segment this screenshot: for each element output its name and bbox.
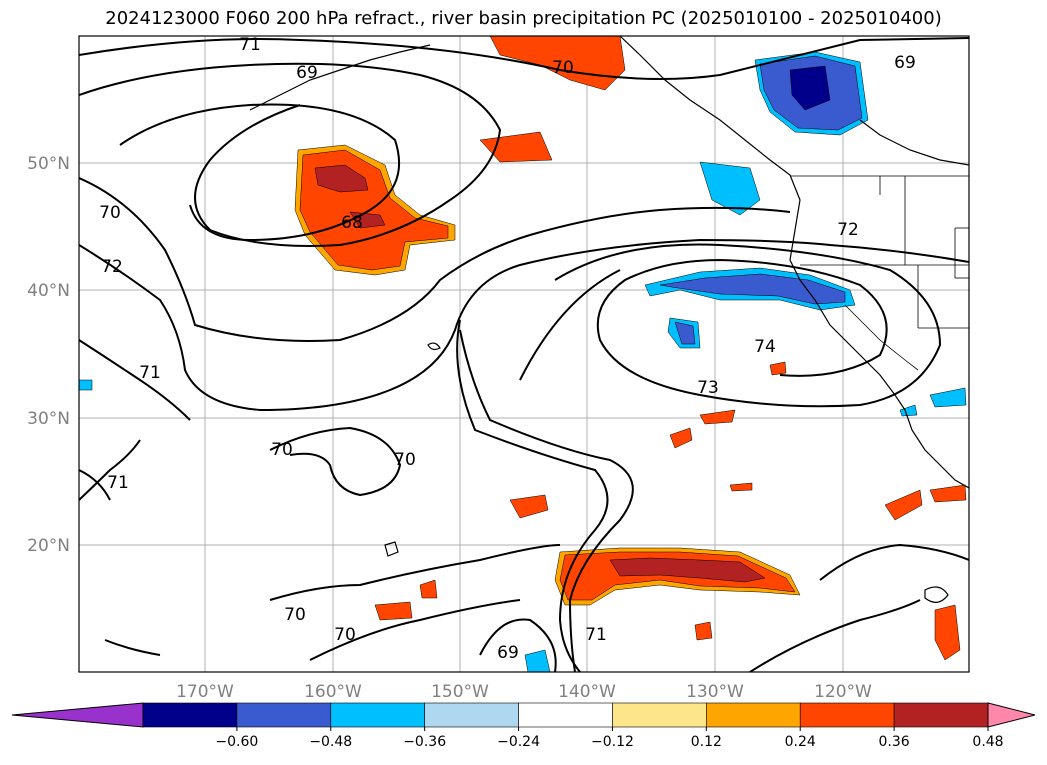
lon-label: 160°W <box>304 682 362 702</box>
colorbar-tick-label: −0.48 <box>309 734 352 750</box>
colorbar: −0.60 −0.48 −0.36 −0.24 −0.12 0.12 0.24 0.36 0.4… <box>12 703 1047 750</box>
colorbar-tick-label: 0.48 <box>972 734 1003 750</box>
contour-label: 70 <box>334 625 356 645</box>
lon-label: 170°W <box>176 682 234 702</box>
colorbar-cell <box>237 703 331 727</box>
lon-label: 130°W <box>686 682 744 702</box>
contour-label: 70 <box>394 450 416 470</box>
latitude-labels: 50°N 40°N 30°N 20°N <box>27 154 70 556</box>
contour-label: 71 <box>239 35 261 55</box>
colorbar-tick-label: −0.36 <box>403 734 446 750</box>
lat-label: 30°N <box>27 409 70 429</box>
colorbar-cell <box>706 703 800 727</box>
contour-label: 70 <box>99 203 121 223</box>
lon-label: 140°W <box>558 682 616 702</box>
lat-label: 50°N <box>27 154 70 174</box>
longitude-labels: 170°W 160°W 150°W 140°W 130°W 120°W <box>176 682 872 702</box>
contour-label: 68 <box>341 213 363 233</box>
colorbar-cell <box>800 703 894 727</box>
colorbar-tick-label: 0.12 <box>691 734 722 750</box>
colorbar-cell <box>331 703 425 727</box>
colorbar-tick-label: −0.24 <box>497 734 540 750</box>
contour-label: 71 <box>139 363 161 383</box>
contour-label: 70 <box>552 58 574 78</box>
lat-label: 20°N <box>27 536 70 556</box>
contour-label: 70 <box>271 440 293 460</box>
contour-label: 69 <box>497 643 519 663</box>
lon-label: 120°W <box>814 682 872 702</box>
colorbar-tick-label: −0.60 <box>215 734 258 750</box>
contour-label: 72 <box>101 257 123 277</box>
colorbar-tick-label: 0.24 <box>785 734 816 750</box>
contour-label: 69 <box>296 63 318 83</box>
colorbar-cell <box>519 703 613 727</box>
contour-label: 70 <box>284 605 306 625</box>
colorbar-tick-label: 0.36 <box>879 734 910 750</box>
colorbar-cell <box>894 703 988 727</box>
colorbar-extend-left <box>12 703 143 727</box>
contour-label: 71 <box>585 625 607 645</box>
contour-label: 73 <box>697 378 719 398</box>
colorbar-cell <box>425 703 519 727</box>
contour-label: 74 <box>754 337 776 357</box>
contour-label: 71 <box>107 473 129 493</box>
lon-label: 150°W <box>431 682 489 702</box>
colorbar-tick-label: −0.12 <box>591 734 634 750</box>
lat-label: 40°N <box>27 281 70 301</box>
contour-label: 69 <box>894 53 916 73</box>
colorbar-cell <box>612 703 706 727</box>
colorbar-cell <box>143 703 237 727</box>
contour-label: 72 <box>837 220 859 240</box>
colorbar-extend-right <box>988 703 1035 727</box>
